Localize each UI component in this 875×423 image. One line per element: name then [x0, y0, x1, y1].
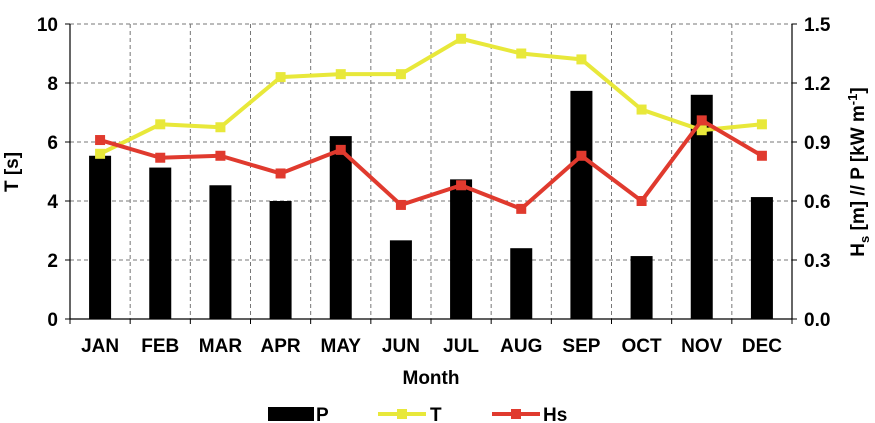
marker-t-dec	[756, 119, 767, 130]
x-tick-label-may: MAY	[321, 336, 362, 357]
y-axis-right-title: Hs [m] // P [kW m-1]	[845, 87, 872, 256]
x-axis-title: Month	[403, 368, 460, 389]
x-tick-label-sep: SEP	[562, 336, 600, 357]
bar-p-jun	[389, 240, 412, 319]
marker-t-feb	[155, 119, 166, 130]
marker-hs-dec	[756, 150, 767, 161]
marker-t-oct	[636, 104, 647, 115]
legend: P T Hs	[268, 405, 567, 423]
marker-t-jun	[395, 69, 406, 80]
marker-hs-sep	[576, 150, 587, 161]
bar-p-aug	[510, 248, 533, 319]
y-right-tick-label: 0.3	[804, 251, 830, 272]
bar-p-sep	[570, 90, 593, 319]
axes	[65, 23, 797, 324]
bar-p-oct	[630, 256, 653, 319]
x-tick-label-mar: MAR	[199, 336, 243, 357]
y-left-tick-label: 2	[47, 251, 58, 272]
legend-swatch-t-marker	[397, 409, 407, 419]
x-tick-label-jan: JAN	[81, 336, 119, 357]
bar-p-may	[329, 136, 352, 319]
tick-labels: 0 2 4 6 8 10 0.0 0.3 0.6 0.9 1.2 1.5 JAN FEB MAR APR MAY…	[37, 15, 831, 357]
legend-swatch-hs-marker	[511, 409, 521, 419]
x-tick-label-oct: OCT	[622, 336, 663, 357]
marker-hs-feb	[155, 152, 166, 163]
grid	[70, 23, 792, 319]
y-left-tick-label: 4	[47, 192, 58, 213]
x-tick-label-feb: FEB	[141, 336, 179, 357]
line-hs	[99, 118, 763, 211]
legend-label-t: T	[430, 405, 442, 423]
marker-hs-nov	[696, 115, 707, 126]
bar-p-jan	[89, 155, 112, 319]
marker-hs-mar	[215, 150, 226, 161]
y-right-tick-label: 0.0	[804, 310, 830, 331]
bar-p-mar	[209, 185, 232, 319]
line-series	[95, 33, 767, 214]
marker-t-jan	[95, 148, 106, 159]
marker-t-nov	[696, 125, 707, 136]
x-tick-label-dec: DEC	[742, 336, 782, 357]
y-left-tick-label: 8	[47, 74, 58, 95]
legend-label-hs: Hs	[543, 405, 567, 423]
x-tick-label-aug: AUG	[500, 336, 542, 357]
marker-t-apr	[275, 72, 286, 83]
marker-hs-jun	[395, 199, 406, 210]
y-left-tick-label: 6	[47, 133, 58, 154]
y-right-tick-label: 1.2	[804, 74, 830, 95]
marker-t-mar	[215, 122, 226, 133]
marker-hs-apr	[275, 168, 286, 179]
y-right-tick-label: 0.6	[804, 192, 830, 213]
bar-p-apr	[269, 201, 292, 319]
x-tick-label-jul: JUL	[443, 336, 479, 357]
bar-series-p	[89, 90, 773, 319]
bar-p-feb	[149, 167, 172, 319]
bar-p-nov	[690, 94, 713, 319]
marker-hs-aug	[516, 203, 527, 214]
marker-t-may	[335, 69, 346, 80]
marker-t-jul	[456, 33, 467, 44]
line-t	[99, 36, 763, 156]
x-tick-label-jun: JUN	[382, 336, 420, 357]
marker-hs-jan	[95, 135, 106, 146]
marker-t-sep	[576, 54, 587, 65]
legend-label-p: P	[316, 405, 329, 423]
y-left-tick-label: 0	[47, 310, 58, 331]
marker-t-aug	[516, 48, 527, 59]
marker-hs-oct	[636, 196, 647, 206]
legend-swatch-p	[268, 407, 314, 421]
y-axis-left-title: T [s]	[2, 152, 23, 192]
marker-hs-jul	[456, 180, 467, 191]
y-right-tick-label: 0.9	[804, 133, 830, 154]
x-tick-label-nov: NOV	[681, 336, 723, 357]
marker-hs-may	[335, 144, 346, 155]
x-tick-label-apr: APR	[261, 336, 301, 357]
y-left-tick-label: 10	[37, 15, 58, 36]
bar-p-jul	[450, 179, 473, 319]
y-right-tick-label: 1.5	[804, 15, 831, 36]
bar-p-dec	[750, 197, 773, 319]
